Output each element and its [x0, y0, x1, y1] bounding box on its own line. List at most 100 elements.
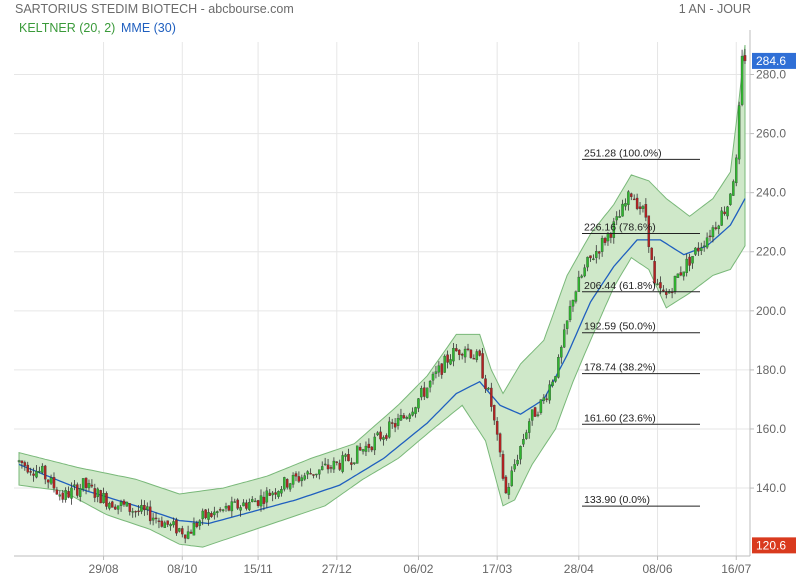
candle-down [189, 531, 193, 534]
legend-ema: MME (30) [121, 21, 176, 35]
candle-down [105, 493, 108, 507]
candle-down [20, 460, 24, 464]
candle-up [711, 227, 715, 238]
candle-down [245, 502, 248, 509]
candle-down [93, 488, 97, 498]
low-price-tag [752, 537, 796, 554]
candle-up [530, 409, 534, 421]
candle-up [595, 251, 598, 258]
y-tick-label: 220.0 [756, 245, 786, 259]
candle-up [306, 471, 309, 475]
candle-down [367, 443, 371, 448]
candle-up [627, 191, 630, 205]
candle-up [248, 502, 251, 510]
candle-up [341, 455, 344, 472]
candle-down [460, 353, 464, 356]
x-tick-label: 28/04 [564, 562, 594, 576]
y-tick-label: 180.0 [756, 363, 786, 377]
candle-down [326, 464, 330, 470]
candle-up [361, 449, 365, 452]
candle-down [458, 349, 461, 355]
candle-up [259, 495, 263, 507]
candle-up [102, 492, 105, 504]
candle-up [621, 203, 624, 217]
candle-down [492, 405, 496, 421]
candle-up [452, 348, 455, 362]
candle-down [440, 363, 444, 375]
candle-up [507, 486, 511, 495]
candle-down [723, 211, 726, 215]
candle-up [720, 210, 723, 226]
candle-up [702, 245, 706, 247]
candle-down [603, 238, 607, 243]
candle-down [23, 462, 27, 466]
candle-down [268, 492, 271, 496]
candle-down [423, 387, 426, 397]
candle-down [390, 422, 394, 424]
candle-up [201, 510, 204, 520]
candle-up [542, 397, 546, 401]
candle-up [315, 473, 318, 476]
candle-up [600, 237, 604, 252]
y-tick-label: 160.0 [756, 422, 786, 436]
candle-up [510, 470, 513, 487]
candle-down [688, 256, 691, 266]
candle-up [624, 203, 627, 207]
candle-up [169, 523, 172, 527]
candle-up [580, 275, 583, 278]
candle-down [402, 415, 406, 419]
candle-up [108, 502, 111, 509]
candle-up [437, 365, 441, 373]
candle-up [443, 355, 446, 373]
candle-down [181, 528, 184, 535]
last-price-tag-label: 284.6 [756, 54, 786, 68]
candle-down [335, 461, 339, 463]
fib-label: 192.59 (50.0%) [584, 321, 656, 333]
candle-down [714, 227, 718, 229]
candle-up [376, 432, 379, 436]
candle-down [644, 204, 648, 218]
y-tick-label: 280.0 [756, 67, 786, 81]
candle-down [446, 354, 449, 363]
candle-up [417, 398, 420, 409]
candle-down [76, 484, 79, 496]
candle-up [49, 477, 53, 484]
y-tick-label: 240.0 [756, 186, 786, 200]
candle-up [344, 454, 347, 457]
candle-up [420, 388, 423, 398]
candle-down [84, 477, 88, 488]
candle-down [122, 500, 126, 505]
candle-down [175, 519, 178, 534]
candle-down [183, 534, 187, 539]
candle-down [484, 378, 487, 390]
candle-up [513, 464, 516, 470]
candle-up [81, 478, 85, 490]
candle-up [186, 531, 190, 539]
candle-down [478, 350, 481, 356]
candle-up [428, 381, 432, 388]
candle-down [609, 233, 613, 238]
candle-up [525, 432, 528, 439]
candle-up [233, 501, 237, 503]
candle-up [717, 225, 721, 230]
candle-up [172, 521, 175, 526]
candle-up [737, 105, 741, 160]
candle-up [700, 247, 703, 251]
candle-up [425, 387, 429, 398]
ema-line-group [18, 198, 746, 525]
candle-down [650, 247, 653, 260]
candle-up [399, 415, 403, 421]
candle-up [146, 506, 149, 510]
candle-up [682, 271, 686, 277]
candle-up [41, 465, 44, 473]
candle-up [565, 320, 569, 329]
candle-up [355, 445, 359, 464]
fib-label: 133.90 (0.0%) [584, 494, 650, 506]
candle-down [370, 446, 374, 451]
candle-up [705, 237, 709, 248]
x-tick-label: 29/08 [89, 562, 119, 576]
candle-down [635, 197, 639, 209]
candle-up [434, 371, 438, 374]
candle-up [192, 522, 196, 536]
candle-up [221, 509, 225, 511]
